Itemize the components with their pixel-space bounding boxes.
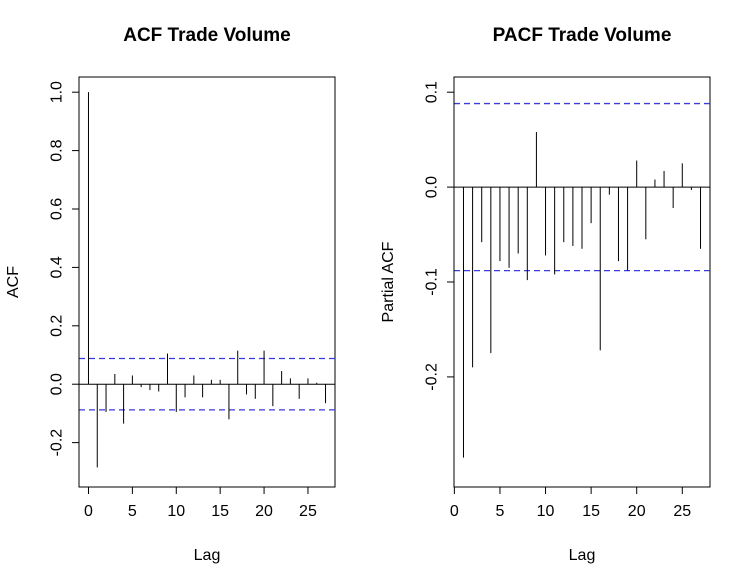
pacf-y-axis-label: Partial ACF	[380, 241, 397, 322]
pacf-spikes	[462, 132, 702, 458]
pacf-y-axis: -0.2 -0.1 0.0 0.1	[424, 81, 455, 391]
pacf-x-axis-label: Lag	[569, 547, 596, 564]
pacf-y-tick-label: -0.1	[424, 268, 441, 296]
acf-x-tick-label: 5	[128, 503, 137, 520]
acf-y-tick-label: 1.0	[49, 81, 66, 103]
pacf-x-tick-label: 25	[673, 503, 691, 520]
acf-y-axis-label: ACF	[5, 266, 22, 298]
acf-x-tick-label: 15	[211, 503, 229, 520]
acf-y-tick-label: 0.6	[49, 198, 66, 220]
acf-y-tick-label: 0.8	[49, 139, 66, 161]
acf-y-tick-label: 0.0	[49, 373, 66, 395]
acf-x-tick-label: 0	[84, 503, 93, 520]
acf-plot-frame	[78, 76, 336, 488]
pacf-y-tick-label: 0.1	[424, 81, 441, 103]
acf-spikes	[87, 92, 327, 468]
pacf-x-tick-label: 0	[450, 503, 459, 520]
acf-x-axis: 0 5 10 15 20 25	[84, 486, 317, 520]
acf-x-tick-label: 20	[255, 503, 273, 520]
pacf-plot-frame	[453, 76, 711, 488]
pacf-x-tick-label: 20	[628, 503, 646, 520]
acf-y-tick-label: -0.2	[49, 429, 66, 457]
pacf-y-tick-label: -0.2	[424, 363, 441, 391]
pacf-x-tick-label: 5	[495, 503, 504, 520]
acf-x-tick-label: 25	[299, 503, 317, 520]
acf-y-tick-label: 0.4	[49, 256, 66, 278]
pacf-panel: PACF Trade Volume 0 5 10 15 20 25 -0.2 -0.1 0.0…	[380, 25, 711, 564]
pacf-y-tick-label: 0.0	[424, 176, 441, 198]
pacf-x-tick-label: 10	[537, 503, 555, 520]
acf-y-tick-label: 0.2	[49, 315, 66, 337]
acf-x-tick-label: 10	[167, 503, 185, 520]
pacf-x-axis: 0 5 10 15 20 25	[450, 486, 691, 520]
pacf-x-tick-label: 15	[582, 503, 600, 520]
acf-y-axis: -0.2 0.0 0.2 0.4 0.6 0.8 1.0	[49, 81, 80, 456]
acf-title: ACF Trade Volume	[123, 25, 291, 46]
acf-x-axis-label: Lag	[194, 547, 221, 564]
acf-panel: ACF Trade Volume 0 5 10 15 20 25 -0.2 0.0 0.2 0.…	[5, 25, 336, 564]
pacf-title: PACF Trade Volume	[493, 25, 672, 46]
